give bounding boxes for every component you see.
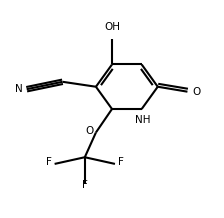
- Text: O: O: [85, 126, 93, 136]
- Text: F: F: [118, 157, 124, 167]
- Text: F: F: [82, 180, 88, 190]
- Text: NH: NH: [135, 115, 151, 125]
- Text: OH: OH: [104, 22, 120, 32]
- Text: N: N: [15, 84, 23, 94]
- Text: F: F: [46, 157, 52, 167]
- Text: O: O: [192, 87, 200, 97]
